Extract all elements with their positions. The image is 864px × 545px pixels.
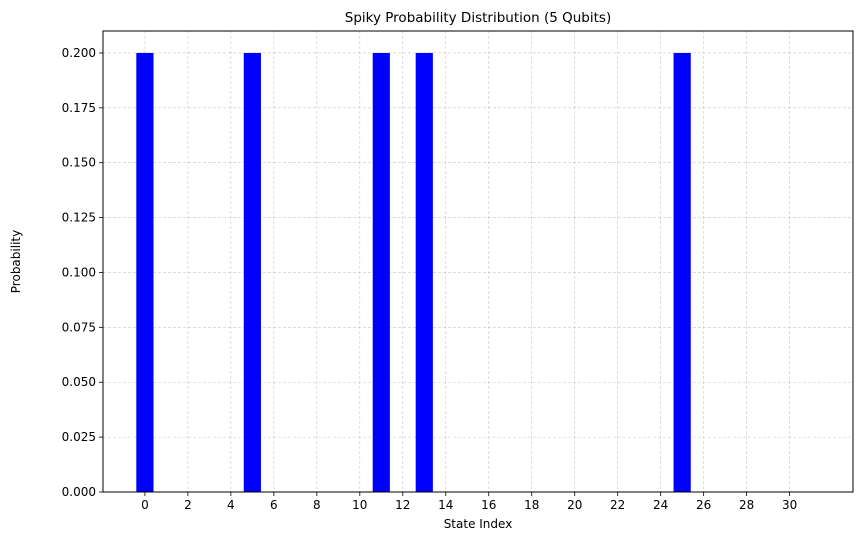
x-tick-label-13: 26 — [696, 498, 711, 512]
chart-title: Spiky Probability Distribution (5 Qubits… — [345, 10, 611, 26]
x-tick-label-14: 28 — [739, 498, 754, 512]
bar-state-11 — [372, 52, 390, 492]
y-tick-label-5: 0.125 — [62, 211, 96, 225]
x-tick-label-12: 24 — [653, 498, 668, 512]
y-tick-label-4: 0.100 — [62, 265, 96, 279]
bar-state-0 — [136, 52, 154, 492]
bar-state-13 — [415, 52, 433, 492]
y-tick-label-1: 0.025 — [62, 430, 96, 444]
x-tick-label-2: 4 — [227, 498, 235, 512]
bars — [136, 52, 691, 492]
x-tick-label-5: 10 — [352, 498, 367, 512]
bar-state-25 — [673, 52, 691, 492]
x-tick-label-0: 0 — [141, 498, 149, 512]
x-tick-label-7: 14 — [438, 498, 453, 512]
y-tick-label-8: 0.200 — [62, 46, 96, 60]
y-tick-label-7: 0.175 — [62, 101, 96, 115]
x-tick-label-6: 12 — [395, 498, 410, 512]
grid — [103, 31, 853, 493]
x-axis-ticks: 0 2 4 6 8 10 12 14 16 18 20 22 24 26 28 30 — [141, 492, 797, 512]
x-tick-label-1: 2 — [184, 498, 192, 512]
y-axis-ticks: 0.000 0.025 0.050 0.075 0.100 0.125 0.150 0.175… — [62, 46, 103, 499]
y-tick-label-2: 0.050 — [62, 375, 96, 389]
plot-frame — [102, 30, 854, 493]
x-tick-label-10: 20 — [567, 498, 582, 512]
x-axis-title: State Index — [444, 517, 513, 531]
y-tick-label-3: 0.075 — [62, 320, 96, 334]
x-tick-label-4: 8 — [313, 498, 321, 512]
x-tick-label-15: 30 — [782, 498, 797, 512]
x-tick-label-9: 18 — [524, 498, 539, 512]
x-tick-label-3: 6 — [270, 498, 278, 512]
y-tick-label-6: 0.150 — [62, 156, 96, 170]
bar-state-5 — [243, 52, 261, 492]
y-tick-label-0: 0.000 — [62, 485, 96, 499]
x-tick-label-11: 22 — [610, 498, 625, 512]
y-axis-title: Probability — [9, 230, 23, 293]
x-tick-label-8: 16 — [481, 498, 496, 512]
